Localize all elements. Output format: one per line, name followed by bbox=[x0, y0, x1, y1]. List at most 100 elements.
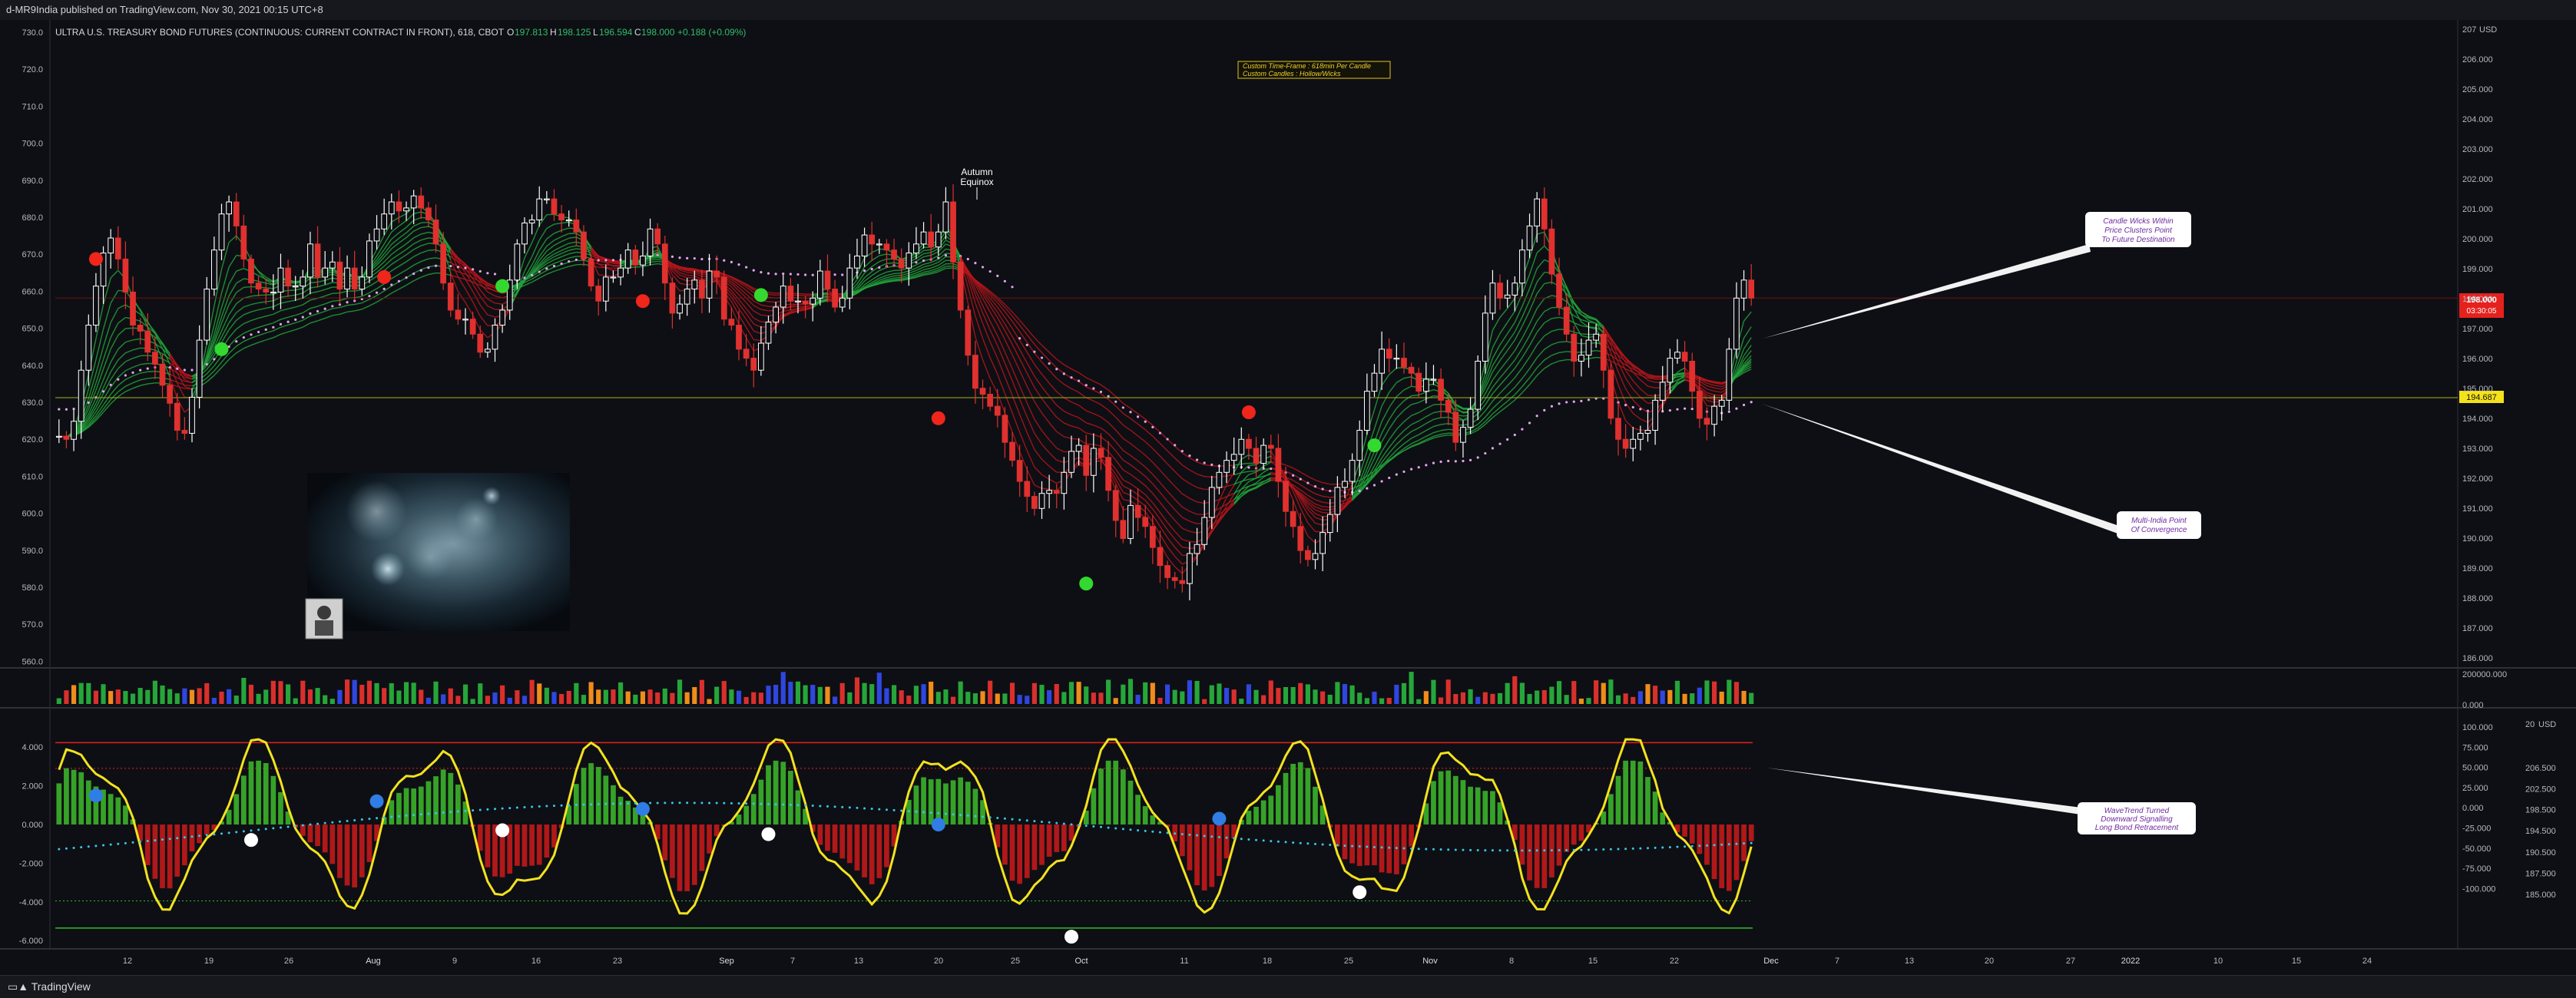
osc-hist-bar bbox=[1010, 825, 1015, 881]
ma-dot bbox=[1137, 415, 1139, 418]
time-axis-label: 13 bbox=[1905, 957, 1914, 966]
ma-dot bbox=[531, 274, 533, 276]
signal-dot bbox=[228, 831, 230, 834]
ma-dot bbox=[796, 273, 799, 276]
ma-dot bbox=[1455, 460, 1457, 462]
osc-hist-bar bbox=[515, 825, 520, 866]
tradingview-logo[interactable]: ▭▲ TradingView bbox=[8, 980, 91, 993]
signal-dot bbox=[553, 805, 555, 807]
candle-body bbox=[1616, 418, 1621, 439]
ma-dot bbox=[346, 301, 348, 303]
volume-bar bbox=[1276, 688, 1280, 704]
volume-bar bbox=[396, 691, 401, 704]
price-chart[interactable]: ULTRA U.S. TREASURY BOND FUTURES (CONTIN… bbox=[0, 20, 2576, 975]
osc-hist-bar bbox=[581, 768, 587, 825]
osc-hist-bar bbox=[1409, 825, 1414, 847]
volume-bar bbox=[1313, 689, 1317, 704]
osc-hist-bar bbox=[1091, 788, 1096, 825]
signal-dot bbox=[243, 830, 245, 832]
candle-body bbox=[1498, 283, 1503, 299]
volume-bar bbox=[492, 692, 497, 704]
volume-bar bbox=[855, 677, 859, 704]
candle-body bbox=[1727, 349, 1732, 401]
signal-dot bbox=[1410, 848, 1412, 850]
ma-dot bbox=[1684, 408, 1686, 410]
signal-dot bbox=[398, 815, 400, 818]
volume-bar bbox=[1210, 686, 1214, 704]
candle-body bbox=[1520, 250, 1525, 283]
candle-body bbox=[1416, 373, 1422, 391]
signal-dot bbox=[1624, 848, 1627, 850]
ma-dot bbox=[878, 266, 880, 269]
ma-dot bbox=[206, 363, 208, 365]
signal-dot bbox=[368, 818, 370, 820]
signal-dot bbox=[627, 802, 629, 805]
volume-bar bbox=[1549, 687, 1554, 704]
time-axis-label: 24 bbox=[2362, 957, 2372, 966]
ma-dot bbox=[1381, 480, 1383, 482]
volume-bar bbox=[1461, 692, 1465, 704]
volume-bar bbox=[1734, 682, 1739, 704]
osc-hist-bar bbox=[263, 763, 269, 825]
ma-dot bbox=[1521, 428, 1523, 431]
candle-body bbox=[1017, 461, 1022, 481]
signal-dot bbox=[124, 842, 127, 844]
candle-body bbox=[64, 436, 69, 439]
signal-dot bbox=[235, 831, 237, 833]
ma-dot bbox=[457, 266, 459, 268]
candle-body bbox=[1697, 392, 1702, 418]
ma-dot bbox=[376, 292, 378, 294]
osc-hist-bar bbox=[684, 825, 690, 891]
candle-body bbox=[396, 202, 402, 211]
candle-body bbox=[1025, 481, 1030, 497]
volume-bar bbox=[1114, 698, 1118, 704]
ribbon-segment bbox=[1204, 477, 1212, 478]
candle-body bbox=[1224, 461, 1230, 473]
candle-body bbox=[337, 262, 343, 289]
volume-bar bbox=[655, 692, 660, 704]
ribbon-segment bbox=[613, 266, 621, 267]
ma-dot bbox=[286, 321, 289, 323]
osc-hist-bar bbox=[707, 825, 712, 854]
candle-body bbox=[1276, 448, 1281, 481]
ribbon-segment bbox=[266, 288, 273, 289]
candle-body bbox=[1682, 352, 1687, 362]
ma-dot bbox=[324, 308, 326, 310]
c-value: 198.000 bbox=[641, 27, 675, 38]
signal-dot bbox=[1713, 844, 1716, 846]
signal-dot bbox=[1159, 831, 1161, 834]
ma-dot bbox=[1329, 490, 1331, 492]
osc-right-label: -25.000 bbox=[2462, 825, 2491, 834]
signal-dot bbox=[649, 802, 651, 805]
candle-body bbox=[1601, 334, 1606, 370]
candle-body bbox=[973, 355, 978, 388]
candle-body bbox=[1357, 431, 1362, 461]
osc-signal-marker bbox=[932, 818, 945, 831]
info-line-2: Custom Candles : Hollow/Wicks bbox=[1243, 70, 1341, 78]
ma-dot bbox=[1743, 404, 1745, 406]
footer-brand: TradingView bbox=[31, 980, 91, 993]
osc-hist-bar bbox=[618, 797, 624, 825]
osc-hist-bar bbox=[1719, 825, 1724, 888]
osc-hist-bar bbox=[1343, 825, 1348, 859]
osc-hist-bar bbox=[1372, 825, 1377, 865]
signal-dot bbox=[620, 802, 622, 805]
right-axis-label: 207 bbox=[2462, 25, 2476, 35]
volume-bar bbox=[840, 683, 845, 704]
ma-dot bbox=[915, 261, 917, 263]
volume-bar bbox=[1645, 684, 1650, 704]
volume-bar bbox=[1424, 691, 1429, 704]
signal-dot bbox=[80, 846, 82, 848]
osc-hist-bar bbox=[833, 825, 838, 853]
ma-dot bbox=[1033, 351, 1035, 353]
osc-right-top-label: 20 bbox=[2525, 720, 2535, 729]
osc-hist-bar bbox=[973, 789, 978, 825]
volume-bar bbox=[1136, 695, 1141, 704]
ma-dot bbox=[745, 266, 747, 269]
osc-hist-bar bbox=[1202, 825, 1207, 891]
volume-bar bbox=[131, 694, 135, 704]
volume-bar bbox=[64, 690, 68, 704]
osc-right-price-label: 185.000 bbox=[2525, 891, 2556, 900]
osc-hist-bar bbox=[204, 825, 210, 834]
time-axis-label: 10 bbox=[2213, 957, 2223, 966]
